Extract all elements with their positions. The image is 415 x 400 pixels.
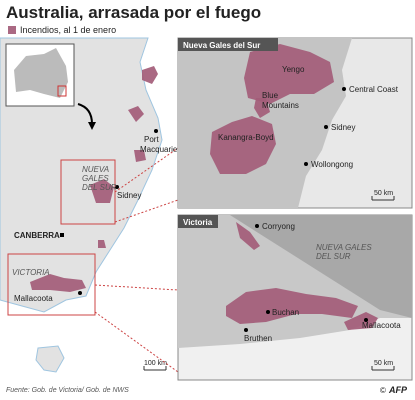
label: Buchan <box>272 308 299 317</box>
inset-title: Nueva Gales del Sur <box>183 41 260 50</box>
region-label: NUEVA <box>82 165 109 174</box>
scale: 50 km <box>374 360 393 367</box>
nsw-inset: Nueva Gales del Sur Yengo Blue Mountains… <box>177 37 413 209</box>
inset-title: Victoria <box>183 218 213 227</box>
label: Sidney <box>117 191 141 200</box>
main-map: Port Macquarie NUEVA GALES DEL SUR Sidne… <box>0 37 179 380</box>
legend: Incendios, al 1 de enero <box>20 25 116 35</box>
region-label: DEL SUR <box>82 183 117 192</box>
label: Mallacoota <box>14 294 53 303</box>
region-label: GALES <box>82 174 109 183</box>
label: Bruthen <box>244 334 272 343</box>
label: Central Coast <box>349 85 399 94</box>
label: Sidney <box>331 123 355 132</box>
copyright: © <box>380 386 386 395</box>
region-label: DEL SUR <box>316 252 351 261</box>
label: Kanangra-Boyd <box>218 133 274 142</box>
credit: AFP <box>388 385 408 395</box>
label: Wollongong <box>311 160 353 169</box>
title: Australia, arrasada por el fuego <box>6 3 261 22</box>
label: Mountains <box>262 101 299 110</box>
label: Port <box>144 135 159 144</box>
source: Fuente: Gob. de Victoria/ Gob. de NWS <box>6 387 129 394</box>
label: Mallacoota <box>362 321 401 330</box>
label: Corryong <box>262 222 295 231</box>
vic-inset: Victoria Corryong NUEVA GALES DEL SUR Bu… <box>177 214 413 381</box>
region-label: NUEVA GALES <box>316 243 372 252</box>
scale: 100 km <box>144 360 167 367</box>
legend-swatch <box>8 26 16 34</box>
region-label: VICTORIA <box>12 268 50 277</box>
label: Macquarie <box>140 145 178 154</box>
label: Yengo <box>282 65 305 74</box>
label: CANBERRA <box>14 231 60 240</box>
scale: 50 km <box>374 190 393 197</box>
label: Blue <box>262 91 279 100</box>
